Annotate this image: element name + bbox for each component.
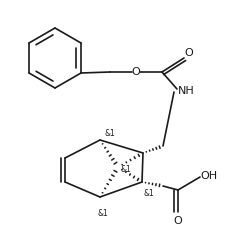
Text: &1: &1 xyxy=(120,166,131,174)
Text: O: O xyxy=(184,48,193,58)
Text: NH: NH xyxy=(177,86,194,96)
Text: O: O xyxy=(173,216,182,226)
Text: &1: &1 xyxy=(105,130,115,139)
Text: &1: &1 xyxy=(98,208,108,217)
Text: &1: &1 xyxy=(143,188,154,198)
Text: OH: OH xyxy=(199,171,217,181)
Text: O: O xyxy=(131,67,140,77)
